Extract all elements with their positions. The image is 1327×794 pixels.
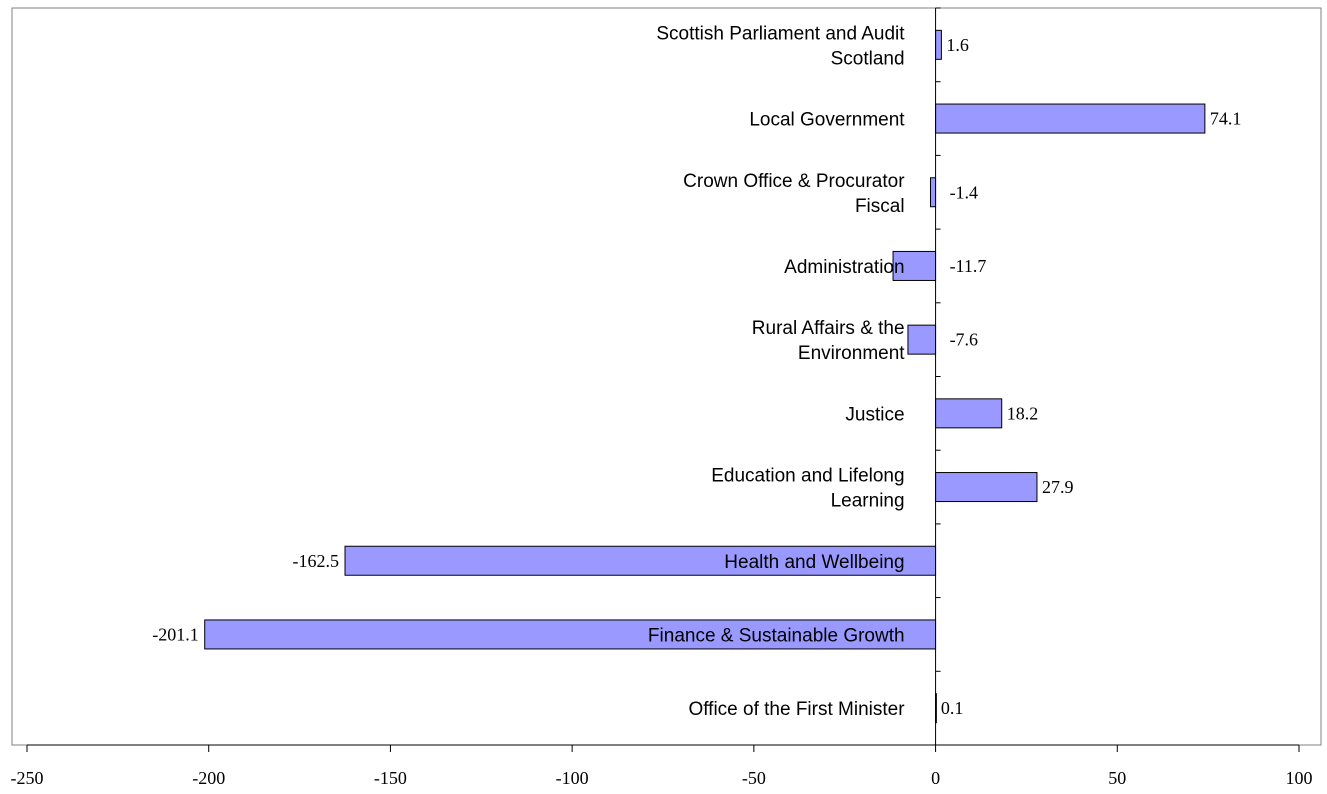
x-tick-label: -250	[11, 768, 44, 788]
category-labels: Scottish Parliament and Audit Scotland Loc…	[648, 23, 905, 720]
value-label: 74.1	[1210, 109, 1242, 129]
x-tick-label: -50	[742, 768, 766, 788]
category-label-line: Health and Wellbeing	[724, 552, 904, 573]
value-label: 0.1	[941, 698, 964, 718]
x-tick-label: -200	[192, 768, 225, 788]
value-label: 1.6	[946, 35, 969, 55]
category-label: Scottish Parliament and Audit Scotland	[656, 23, 905, 69]
category-label-line: Office of the First Minister	[688, 699, 905, 720]
bar	[204, 619, 937, 650]
category-label-line: Local Government	[749, 110, 905, 131]
category-label-line: Fiscal	[855, 196, 905, 217]
bar	[892, 250, 937, 281]
value-label: -201.1	[152, 624, 199, 644]
bar	[935, 472, 1038, 503]
x-tick-label: 50	[1108, 768, 1126, 788]
category-label-line: Crown Office & Procurator	[683, 171, 905, 192]
category-label-line: Environment	[798, 343, 905, 364]
bars-group	[204, 29, 1206, 724]
value-label: -162.5	[293, 551, 340, 571]
category-label: Local Government	[749, 110, 905, 131]
x-tick-label: 0	[931, 768, 940, 788]
category-label: Crown Office & Procurator Fiscal	[683, 171, 905, 217]
bar	[935, 398, 1003, 429]
category-label-line: Education and Lifelong	[711, 466, 904, 487]
category-label: Office of the First Minister	[688, 699, 905, 720]
category-label: Rural Affairs & the Environment	[752, 318, 905, 364]
category-label-line: Administration	[784, 257, 904, 278]
bar	[907, 324, 937, 355]
value-label: -7.6	[950, 330, 979, 350]
value-label: 27.9	[1042, 477, 1074, 497]
category-label: Health and Wellbeing	[724, 552, 904, 573]
category-label-line: Scottish Parliament and Audit	[656, 23, 905, 44]
category-label: Administration	[784, 257, 904, 278]
bar	[929, 177, 937, 208]
value-labels: 1.6 74.1 -1.4 -11.7 -7.6 18.2 27.9 -162.5 -201.1…	[152, 35, 1241, 718]
category-label-line: Finance & Sustainable Growth	[648, 625, 905, 646]
bar	[344, 545, 937, 576]
x-tick-label: -100	[556, 768, 589, 788]
y-axis	[935, 7, 941, 746]
category-label-line: Learning	[831, 491, 905, 512]
value-label: -1.4	[950, 182, 979, 202]
value-label: -11.7	[950, 256, 987, 276]
category-label: Justice	[845, 404, 904, 425]
value-label: 18.2	[1007, 403, 1039, 423]
x-tick-label: -150	[374, 768, 407, 788]
category-label: Education and Lifelong Learning	[711, 466, 904, 512]
category-label-line: Justice	[845, 404, 904, 425]
category-label: Finance & Sustainable Growth	[648, 625, 905, 646]
category-label-line: Rural Affairs & the	[752, 318, 905, 339]
bar	[935, 29, 942, 60]
x-axis: -250 -200 -150 -100 -50 0 50 100	[11, 744, 1313, 788]
category-label-line: Scotland	[831, 48, 905, 69]
bar	[935, 103, 1206, 134]
x-tick-label: 100	[1286, 768, 1313, 788]
